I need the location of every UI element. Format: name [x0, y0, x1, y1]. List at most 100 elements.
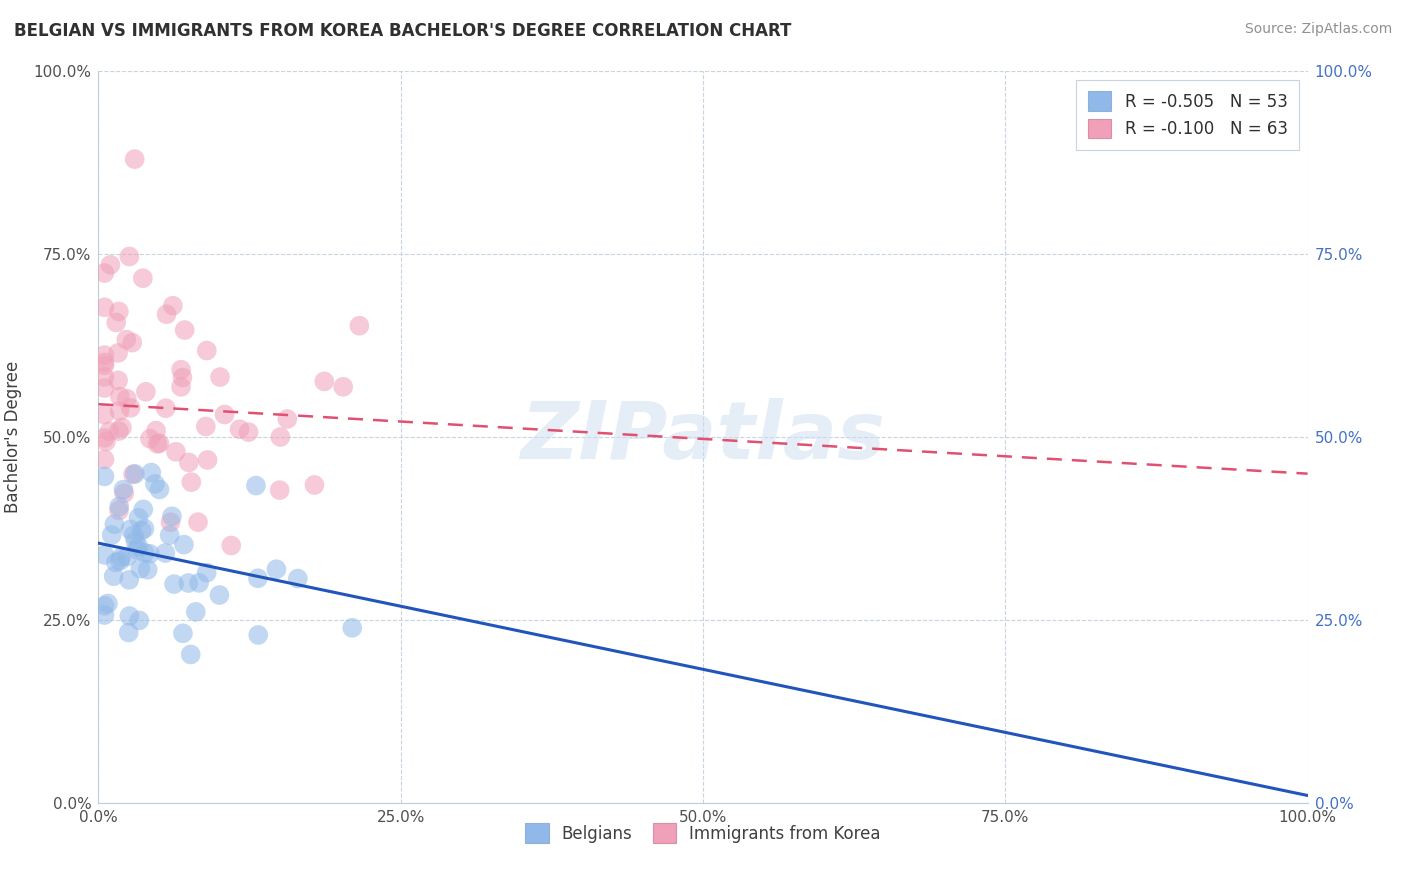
- Point: [139, 547, 162, 561]
- Point: [159, 528, 181, 542]
- Point: [131, 524, 153, 538]
- Point: [118, 625, 141, 640]
- Point: [143, 476, 166, 491]
- Point: [194, 419, 217, 434]
- Point: [132, 271, 155, 285]
- Point: [129, 561, 152, 575]
- Point: [135, 384, 157, 399]
- Point: [148, 436, 170, 450]
- Point: [93, 359, 115, 373]
- Point: [197, 453, 219, 467]
- Point: [155, 307, 177, 321]
- Point: [111, 420, 134, 434]
- Text: BELGIAN VS IMMIGRANTS FROM KOREA BACHELOR'S DEGREE CORRELATION CHART: BELGIAN VS IMMIGRANTS FROM KOREA BACHELO…: [14, 22, 792, 40]
- Y-axis label: Bachelor's Degree: Bachelor's Degree: [4, 361, 22, 513]
- Point: [173, 538, 195, 552]
- Point: [100, 528, 122, 542]
- Text: Source: ZipAtlas.com: Source: ZipAtlas.com: [1244, 22, 1392, 37]
- Point: [121, 335, 143, 350]
- Point: [163, 577, 186, 591]
- Point: [208, 588, 231, 602]
- Point: [118, 250, 141, 264]
- Point: [93, 431, 115, 445]
- Point: [107, 373, 129, 387]
- Point: [246, 571, 269, 585]
- Point: [120, 401, 142, 415]
- Point: [177, 576, 200, 591]
- Point: [180, 475, 202, 490]
- Point: [103, 569, 125, 583]
- Point: [108, 554, 131, 568]
- Point: [132, 502, 155, 516]
- Point: [141, 466, 163, 480]
- Point: [170, 380, 193, 394]
- Point: [108, 503, 131, 517]
- Point: [180, 648, 202, 662]
- Point: [195, 566, 218, 580]
- Point: [107, 424, 129, 438]
- Point: [342, 621, 364, 635]
- Point: [155, 401, 177, 416]
- Point: [177, 455, 200, 469]
- Point: [155, 546, 177, 560]
- Point: [93, 355, 115, 369]
- Point: [170, 362, 193, 376]
- Point: [314, 375, 336, 389]
- Point: [276, 412, 298, 426]
- Point: [269, 483, 291, 497]
- Point: [238, 425, 260, 439]
- Point: [160, 509, 183, 524]
- Point: [304, 478, 326, 492]
- Point: [122, 528, 145, 542]
- Point: [228, 422, 250, 436]
- Point: [103, 517, 125, 532]
- Point: [134, 522, 156, 536]
- Point: [134, 546, 156, 560]
- Point: [214, 408, 236, 422]
- Point: [93, 370, 115, 384]
- Point: [118, 609, 141, 624]
- Point: [266, 562, 288, 576]
- Point: [188, 575, 211, 590]
- Point: [159, 515, 181, 529]
- Point: [94, 434, 117, 449]
- Point: [108, 304, 131, 318]
- Point: [110, 550, 132, 565]
- Point: [93, 452, 115, 467]
- Point: [269, 430, 291, 444]
- Point: [148, 483, 170, 497]
- Point: [108, 390, 131, 404]
- Point: [107, 346, 129, 360]
- Text: ZIPatlas: ZIPatlas: [520, 398, 886, 476]
- Point: [122, 467, 145, 482]
- Point: [208, 370, 231, 384]
- Point: [93, 599, 115, 613]
- Point: [124, 152, 146, 166]
- Point: [124, 467, 146, 481]
- Point: [118, 573, 141, 587]
- Point: [93, 300, 115, 314]
- Point: [93, 348, 115, 362]
- Point: [128, 614, 150, 628]
- Point: [245, 478, 267, 492]
- Point: [108, 500, 131, 514]
- Point: [146, 437, 169, 451]
- Point: [93, 381, 115, 395]
- Point: [136, 563, 159, 577]
- Point: [172, 370, 194, 384]
- Point: [105, 315, 128, 329]
- Point: [98, 258, 121, 272]
- Point: [93, 607, 115, 622]
- Point: [127, 540, 149, 554]
- Point: [172, 626, 194, 640]
- Point: [139, 432, 162, 446]
- Legend: Belgians, Immigrants from Korea: Belgians, Immigrants from Korea: [519, 817, 887, 849]
- Point: [97, 597, 120, 611]
- Point: [120, 523, 142, 537]
- Point: [115, 333, 138, 347]
- Point: [145, 424, 167, 438]
- Point: [98, 425, 121, 439]
- Point: [93, 548, 115, 562]
- Point: [287, 572, 309, 586]
- Point: [165, 444, 187, 458]
